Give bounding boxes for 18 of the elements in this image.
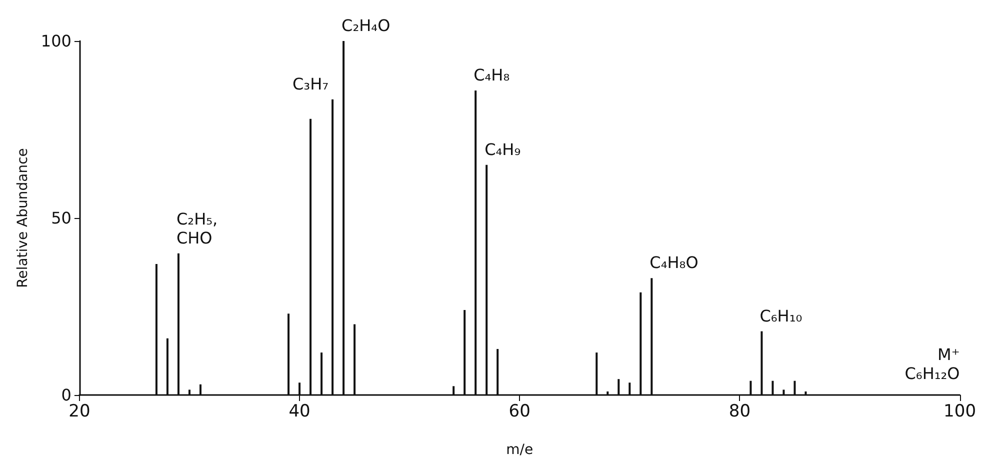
- annotation: C₄H₈: [474, 66, 510, 85]
- annotation: C₆H₁₀: [760, 306, 802, 326]
- x-tick-label: 20: [68, 402, 90, 422]
- y-axis-title: Relative Abundance: [15, 148, 31, 288]
- x-tick-label: 80: [728, 402, 751, 422]
- y-tick-label: 50: [51, 208, 72, 228]
- y-tick-label: 100: [40, 32, 72, 50]
- annotation: M⁺ C₆H₁₂O: [904, 345, 960, 383]
- x-axis-title: m/e: [506, 442, 534, 458]
- annotation: C₃H₇: [292, 74, 329, 94]
- annotation: C₄H₈O: [650, 253, 698, 272]
- annotation: C₂H₄O: [342, 16, 390, 35]
- x-tick-label: 100: [944, 402, 976, 422]
- annotation: C₂H₅, CHO: [176, 209, 218, 248]
- x-tick-label: 40: [288, 402, 310, 422]
- y-tick-label: 0: [61, 386, 72, 404]
- x-tick-label: 60: [508, 402, 530, 422]
- annotation: C₄H₉: [484, 140, 521, 159]
